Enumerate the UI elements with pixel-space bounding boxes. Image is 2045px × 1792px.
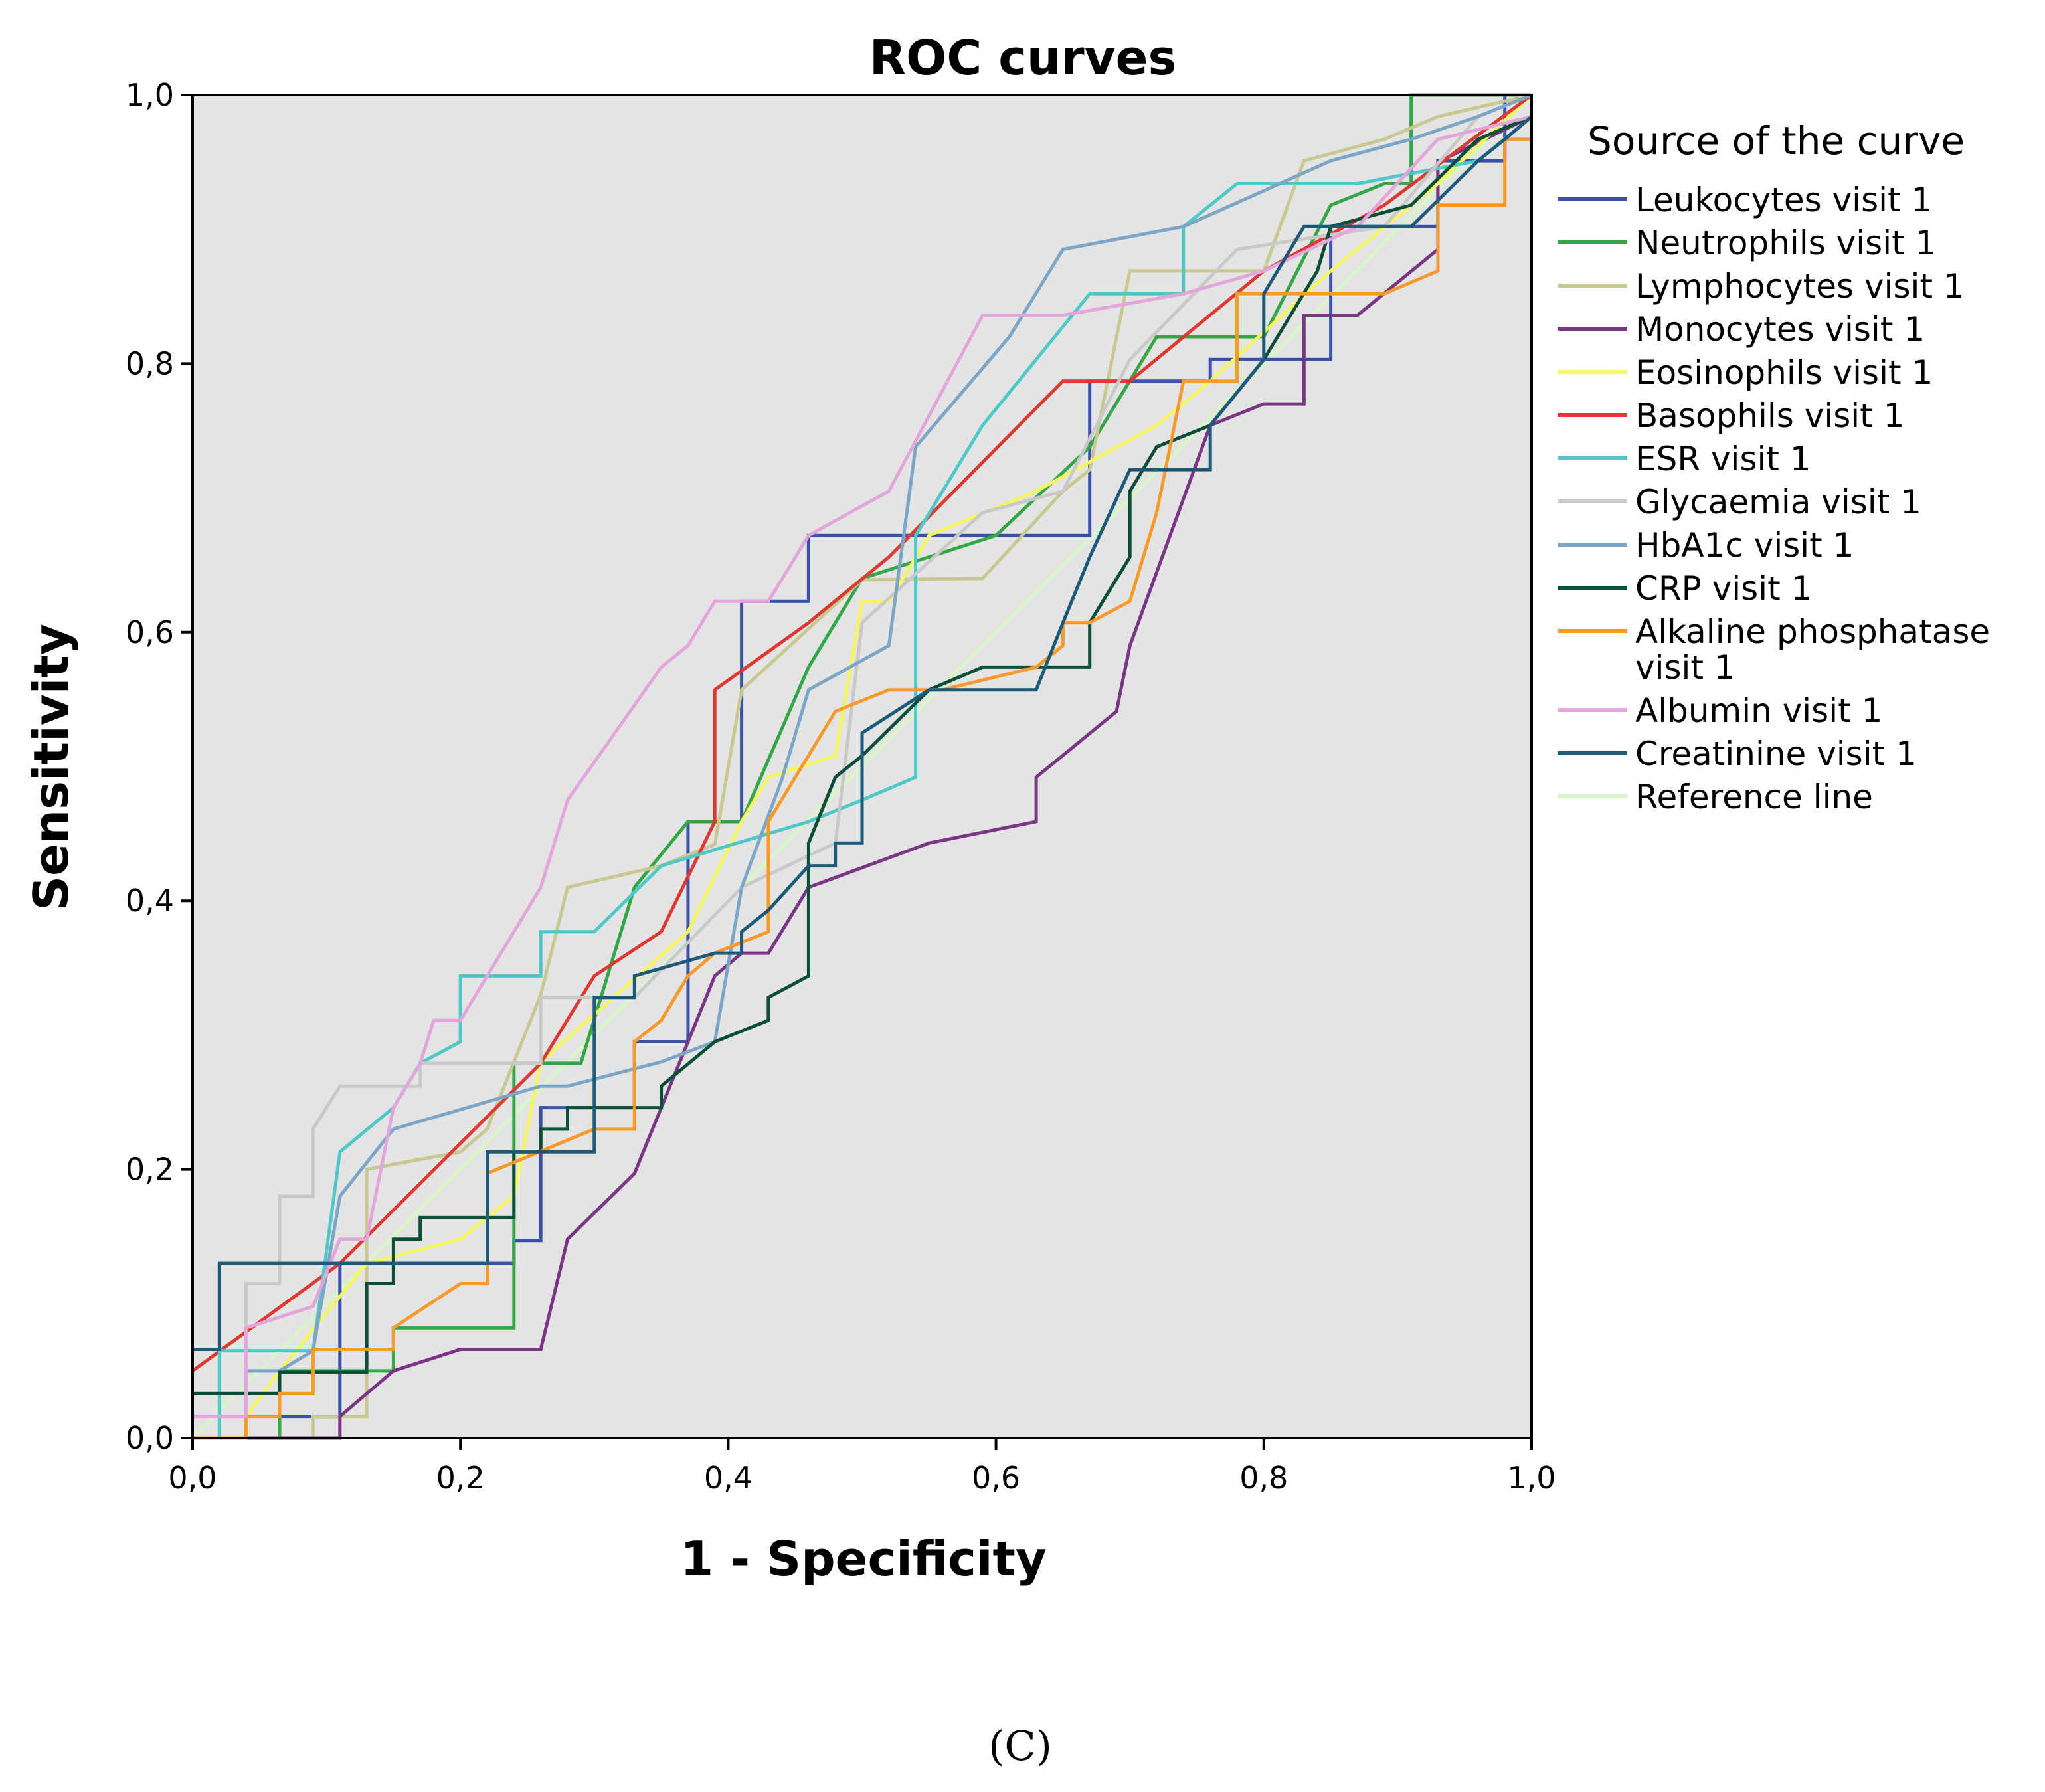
figure-caption: (C) [988, 1722, 1052, 1770]
legend-label: Lymphocytes visit 1 [1635, 267, 1965, 306]
legend-title: Source of the curve [1587, 118, 1965, 163]
x-axis-label: 1 - Specificity [680, 1531, 1047, 1587]
legend-item: Eosinophils visit 1 [1558, 353, 1933, 392]
legend-item: Basophils visit 1 [1558, 397, 1904, 435]
legend-item: Reference line [1558, 778, 1873, 816]
series-line-glycaemia-visit-1 [193, 93, 1532, 1440]
legend-items: Leukocytes visit 1 Neutrophils visit 1 Lym… [1558, 181, 1990, 816]
legend: Source of the curve Leukocytes visit 1 Ne… [1558, 118, 1990, 816]
series-line-alkaline-phosphatase-visit-1 [193, 137, 1532, 1440]
series-line-creatinine-visit-1 [193, 115, 1533, 1351]
legend-item: Albumin visit 1 [1558, 691, 1882, 730]
legend-item: Lymphocytes visit 1 [1558, 267, 1965, 306]
series-layer [191, 93, 1533, 1440]
legend-label: HbA1c visit 1 [1635, 526, 1854, 565]
x-tick-label: 0,4 [704, 1460, 753, 1496]
plot-frame [191, 94, 1533, 1439]
legend-label: ESR visit 1 [1635, 440, 1811, 478]
legend-item: Monocytes visit 1 [1558, 310, 1925, 349]
legend-item: HbA1c visit 1 [1558, 526, 1854, 565]
series-line-monocytes-visit-1 [193, 115, 1533, 1440]
legend-item: CRP visit 1 [1558, 569, 1812, 608]
legend-item: Creatinine visit 1 [1558, 735, 1917, 773]
x-tick-label: 0,0 [168, 1460, 217, 1496]
chart-title: ROC curves [869, 30, 1177, 86]
legend-item: Glycaemia visit 1 [1558, 483, 1921, 521]
legend-item: Leukocytes visit 1 [1558, 181, 1932, 219]
y-tick-label: 0,2 [126, 1152, 174, 1188]
series-line-crp-visit-1 [193, 115, 1532, 1395]
y-tick-label: 0,6 [126, 614, 174, 650]
legend-label: Basophils visit 1 [1635, 397, 1904, 435]
y-tick-label: 1,0 [126, 77, 174, 113]
legend-label: Alkaline phosphatase [1635, 612, 1990, 651]
legend-label: CRP visit 1 [1635, 569, 1812, 608]
legend-label: Reference line [1635, 778, 1873, 816]
series-line-hba1c-visit-1 [193, 93, 1532, 1440]
x-tick-label: 1,0 [1507, 1460, 1556, 1496]
legend-label: Monocytes visit 1 [1635, 310, 1925, 349]
series-line-albumin-visit-1 [193, 114, 1532, 1419]
axis-layer: 0,0 0,2 0,4 0,6 0,8 1,0 0,0 0,2 0,4 0,6 0,8 1,0 [126, 77, 1556, 1496]
x-tick-label: 0,6 [972, 1460, 1020, 1496]
legend-label: Eosinophils visit 1 [1635, 353, 1933, 392]
legend-label: Leukocytes visit 1 [1635, 181, 1932, 219]
legend-label: Albumin visit 1 [1635, 691, 1882, 730]
series-line-basophils-visit-1 [191, 93, 1533, 1372]
x-tick-label: 0,8 [1239, 1460, 1288, 1496]
legend-label: Creatinine visit 1 [1635, 735, 1917, 773]
y-tick-label: 0,8 [126, 345, 174, 381]
x-tick-label: 0,2 [436, 1460, 485, 1496]
legend-item: Neutrophils visit 1 [1558, 224, 1936, 262]
legend-label: Glycaemia visit 1 [1635, 483, 1921, 521]
legend-label: Neutrophils visit 1 [1635, 224, 1936, 262]
series-line-eosinophils-visit-1 [193, 94, 1533, 1440]
y-tick-label: 0,0 [126, 1420, 174, 1456]
y-axis-label: Sensitivity [23, 624, 79, 911]
legend-item: ESR visit 1 [1558, 440, 1811, 478]
y-tick-label: 0,4 [126, 883, 174, 919]
legend-label-continued: visit 1 [1635, 648, 1735, 687]
